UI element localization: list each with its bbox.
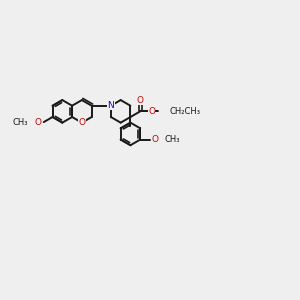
- Text: O: O: [137, 96, 144, 105]
- Text: CH₃: CH₃: [13, 118, 28, 127]
- Text: CH₃: CH₃: [164, 135, 180, 144]
- Text: CH₂CH₃: CH₂CH₃: [169, 107, 201, 116]
- Text: O: O: [148, 107, 155, 116]
- Text: O: O: [78, 118, 85, 127]
- Text: O: O: [151, 135, 158, 144]
- Text: O: O: [34, 118, 41, 127]
- Text: N: N: [107, 101, 114, 110]
